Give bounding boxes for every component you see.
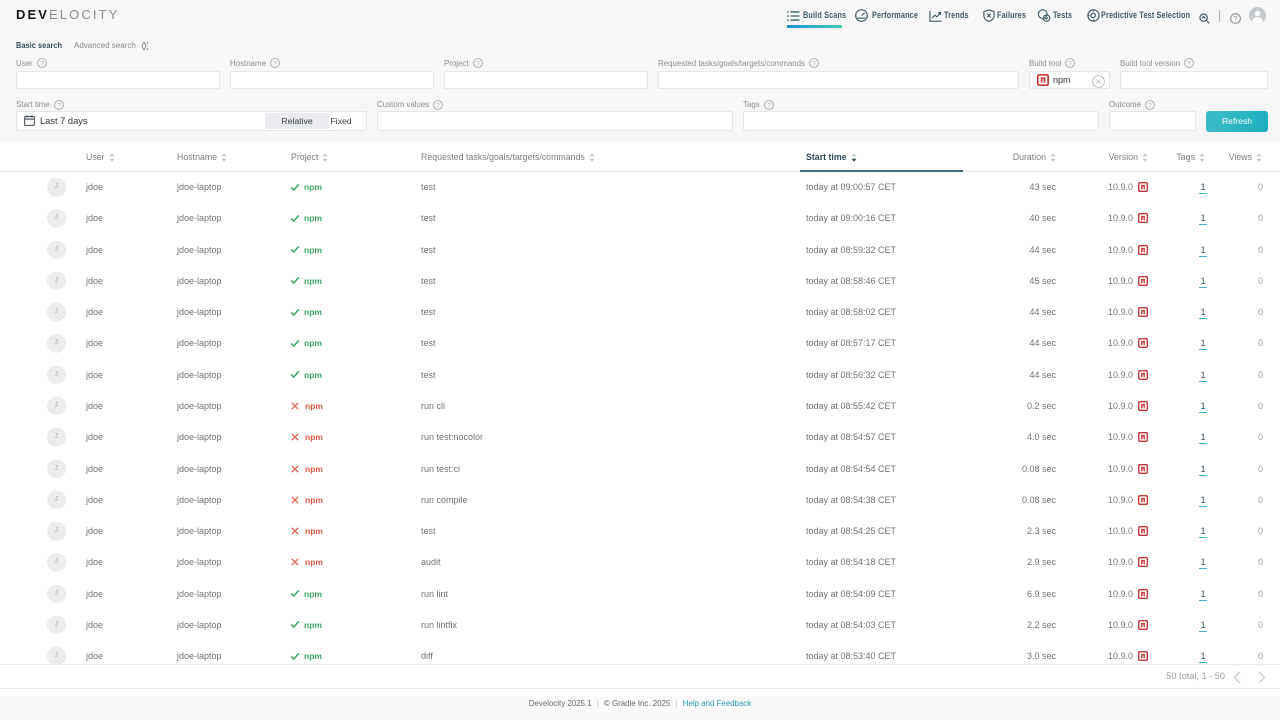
svg-text:?: ? <box>1069 60 1073 67</box>
svg-text:?: ? <box>767 102 771 109</box>
svg-text:?: ? <box>1233 14 1237 23</box>
svg-text:?: ? <box>1187 60 1191 67</box>
svg-text:?: ? <box>57 102 61 109</box>
svg-text:?: ? <box>812 60 816 67</box>
svg-text:?: ? <box>436 102 440 109</box>
svg-text:?: ? <box>1148 102 1152 109</box>
svg-text:?: ? <box>40 60 44 67</box>
svg-text:?: ? <box>273 60 277 67</box>
svg-text:?: ? <box>476 60 480 67</box>
